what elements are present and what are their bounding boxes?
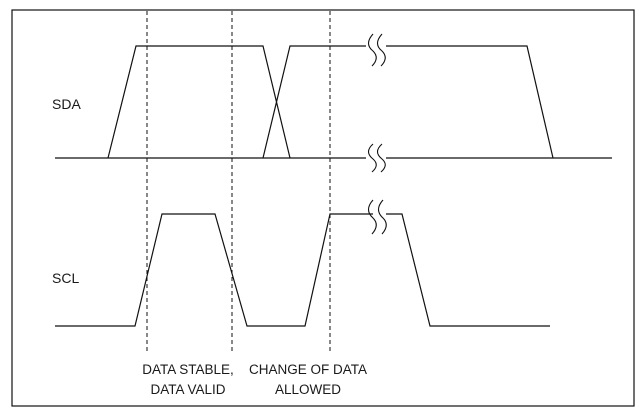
sda-break-marks	[366, 33, 386, 173]
caption-change-line2: ALLOWED	[275, 382, 341, 397]
scl-break-mark	[367, 199, 387, 235]
sda-first-pulse	[107, 45, 291, 159]
scl-label: SCL	[52, 270, 79, 286]
caption-change-line1: CHANGE OF DATA	[249, 362, 367, 377]
caption-stable-line2: DATA VALID	[150, 382, 225, 397]
diagram-frame	[11, 9, 635, 407]
caption-stable-line1: DATA STABLE,	[142, 362, 234, 377]
sda-label: SDA	[52, 96, 81, 112]
scl-second-segment	[386, 213, 550, 327]
scl-first-segment	[55, 213, 373, 327]
sda-second-pulse	[262, 45, 554, 159]
